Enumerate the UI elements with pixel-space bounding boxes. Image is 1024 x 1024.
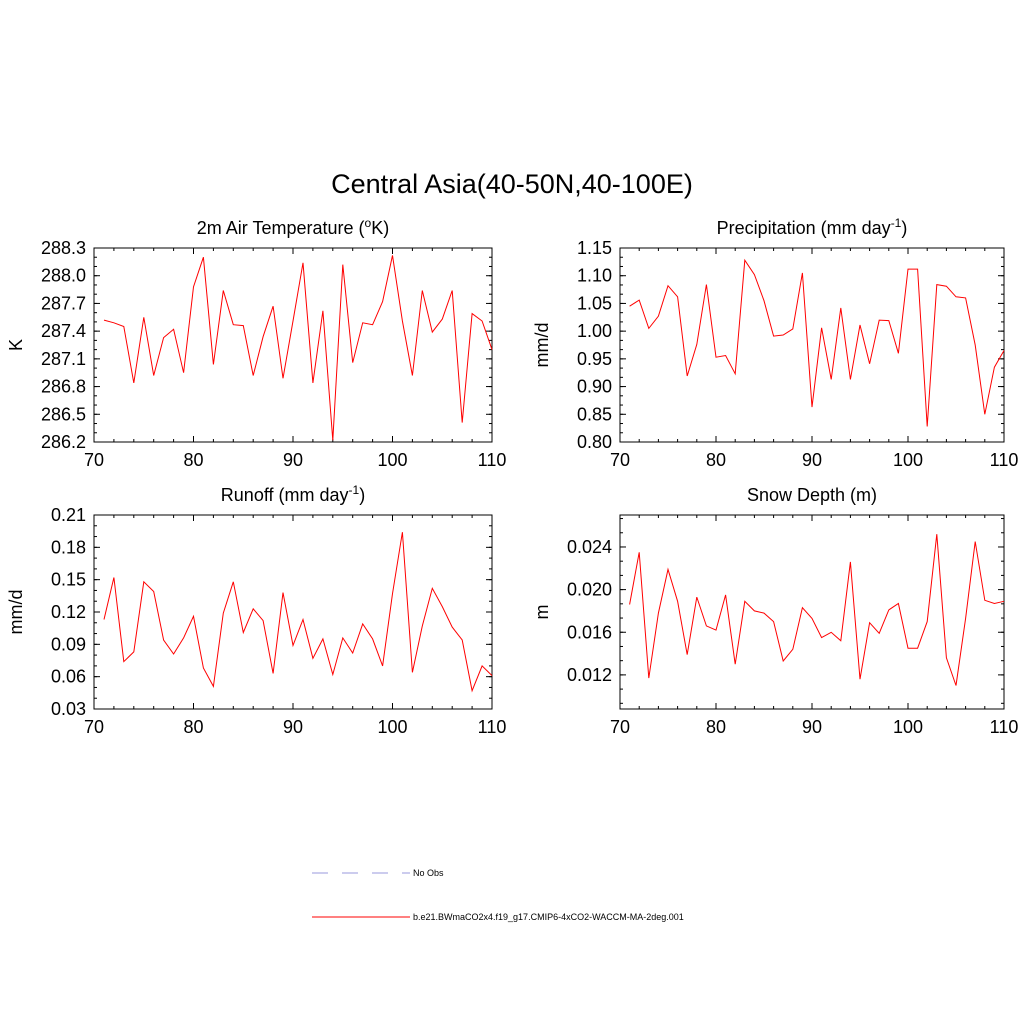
panel-runoff: Runoff (mm day-1) mm/d 70 80 90 100 110 0.03 0.0…: [6, 483, 506, 737]
runoff-x-tick-label: 90: [283, 717, 303, 737]
legend-no-obs-label: No Obs: [413, 868, 444, 878]
snow-depth-y-tick-label: 0.024: [567, 537, 612, 557]
runoff-x-tick-label: 100: [377, 717, 407, 737]
temperature-y-axis-label: K: [6, 339, 26, 351]
snow-depth-series-line: [629, 534, 1005, 686]
legend: No Obs b.e21.BWmaCO2x4.f19_g17.CMIP6-4xC…: [312, 868, 684, 922]
panel-precipitation: Precipitation (mm day-1) mm/d 70 80 90 100 110…: [532, 216, 1018, 470]
temperature-plot-frame: [93, 247, 493, 443]
temperature-y-tick-label: 288.3: [41, 238, 86, 258]
runoff-x-tick-label: 110: [478, 717, 507, 737]
snow-depth-x-tick-label: 70: [610, 717, 630, 737]
temperature-y-tick-label: 286.5: [41, 404, 86, 424]
runoff-x-tick-label: 80: [183, 717, 203, 737]
runoff-y-tick-label: 0.15: [51, 570, 86, 590]
runoff-y-tick-label: 0.18: [51, 537, 86, 557]
snow-depth-y-tick-label: 0.016: [567, 622, 612, 642]
precipitation-x-tick-label: 90: [802, 450, 822, 470]
temperature-x-tick-label: 80: [183, 450, 203, 470]
temperature-x-tick-label: 90: [283, 450, 303, 470]
temperature-y-tick-label: 286.8: [41, 377, 86, 397]
precipitation-panel-title: Precipitation (mm day-1): [717, 216, 908, 238]
temperature-y-tick-label: 286.2: [41, 432, 86, 452]
precipitation-series-line: [629, 258, 1005, 427]
snow-depth-x-tick-label: 110: [990, 717, 1019, 737]
precipitation-y-tick-label: 0.95: [577, 349, 612, 369]
precipitation-x-tick-label: 80: [706, 450, 726, 470]
runoff-x-tick-label: 70: [84, 717, 104, 737]
temperature-panel-title: 2m Air Temperature (oK): [197, 216, 389, 238]
precipitation-x-tick-label: 110: [990, 450, 1019, 470]
runoff-panel-title: Runoff (mm day-1): [221, 483, 365, 505]
runoff-series-line: [103, 532, 493, 693]
temperature-x-tick-label: 110: [478, 450, 507, 470]
temperature-y-tick-label: 287.4: [41, 321, 86, 341]
temperature-series-line: [103, 255, 493, 441]
runoff-plot-frame: [93, 514, 493, 710]
precipitation-plot-frame: [619, 247, 1005, 443]
precipitation-x-tick-label: 100: [893, 450, 923, 470]
temperature-y-tick-label: 288.0: [41, 266, 86, 286]
precipitation-y-tick-label: 0.80: [577, 432, 612, 452]
temperature-x-tick-label: 70: [84, 450, 104, 470]
precipitation-y-tick-label: 1.00: [577, 321, 612, 341]
temperature-y-tick-label: 287.7: [41, 293, 86, 313]
snow-depth-y-axis-label: m: [532, 605, 552, 620]
snow-depth-x-tick-label: 100: [893, 717, 923, 737]
panels: 2m Air Temperature (oK) K 70 80 90 100 110 286.…: [6, 216, 1018, 737]
precipitation-y-tick-label: 1.10: [577, 266, 612, 286]
precipitation-y-tick-label: 1.05: [577, 293, 612, 313]
temperature-x-tick-label: 100: [377, 450, 407, 470]
runoff-y-tick-label: 0.03: [51, 699, 86, 719]
legend-model-label: b.e21.BWmaCO2x4.f19_g17.CMIP6-4xCO2-WACC…: [413, 912, 684, 922]
runoff-y-tick-label: 0.12: [51, 602, 86, 622]
precipitation-x-tick-label: 70: [610, 450, 630, 470]
snow-depth-plot-frame: [619, 514, 1005, 710]
figure-title: Central Asia(40-50N,40-100E): [331, 169, 693, 199]
runoff-y-tick-label: 0.21: [51, 505, 86, 525]
snow-depth-y-tick-label: 0.012: [567, 665, 612, 685]
precipitation-y-tick-label: 0.85: [577, 404, 612, 424]
snow-depth-x-tick-label: 80: [706, 717, 726, 737]
precipitation-y-tick-label: 0.90: [577, 377, 612, 397]
runoff-y-tick-label: 0.09: [51, 634, 86, 654]
snow-depth-x-tick-label: 90: [802, 717, 822, 737]
snow-depth-y-tick-label: 0.020: [567, 580, 612, 600]
precipitation-y-tick-label: 1.15: [577, 238, 612, 258]
runoff-y-axis-label: mm/d: [6, 590, 26, 635]
panel-temperature: 2m Air Temperature (oK) K 70 80 90 100 110 286.…: [6, 216, 506, 470]
runoff-y-tick-label: 0.06: [51, 667, 86, 687]
snow-depth-panel-title: Snow Depth (m): [747, 485, 877, 505]
panel-snow-depth: Snow Depth (m) m 70 80 90 100 110 0.012 0.016 0.0…: [532, 485, 1018, 737]
precipitation-y-axis-label: mm/d: [532, 323, 552, 368]
temperature-y-tick-label: 287.1: [41, 349, 86, 369]
